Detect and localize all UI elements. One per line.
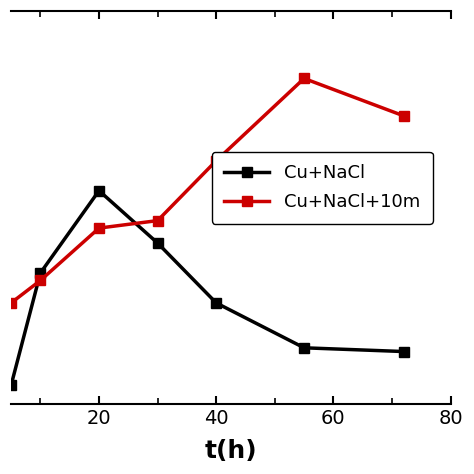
Cu+NaCl: [96, 188, 102, 193]
Cu+NaCl+10m: [8, 300, 14, 306]
Cu+NaCl: [401, 349, 407, 355]
Cu+NaCl: [301, 345, 307, 351]
Cu+NaCl: [37, 270, 43, 276]
Cu+NaCl+10m: [213, 158, 219, 164]
Legend: Cu+NaCl, Cu+NaCl+10m: Cu+NaCl, Cu+NaCl+10m: [212, 152, 433, 224]
Cu+NaCl+10m: [96, 225, 102, 231]
Cu+NaCl: [213, 300, 219, 306]
X-axis label: t(h): t(h): [205, 439, 257, 463]
Cu+NaCl+10m: [401, 113, 407, 118]
Cu+NaCl: [155, 240, 160, 246]
Line: Cu+NaCl+10m: Cu+NaCl+10m: [6, 73, 409, 308]
Cu+NaCl+10m: [37, 278, 43, 283]
Line: Cu+NaCl: Cu+NaCl: [6, 186, 409, 390]
Cu+NaCl+10m: [301, 76, 307, 82]
Cu+NaCl: [8, 383, 14, 388]
Cu+NaCl+10m: [155, 218, 160, 223]
